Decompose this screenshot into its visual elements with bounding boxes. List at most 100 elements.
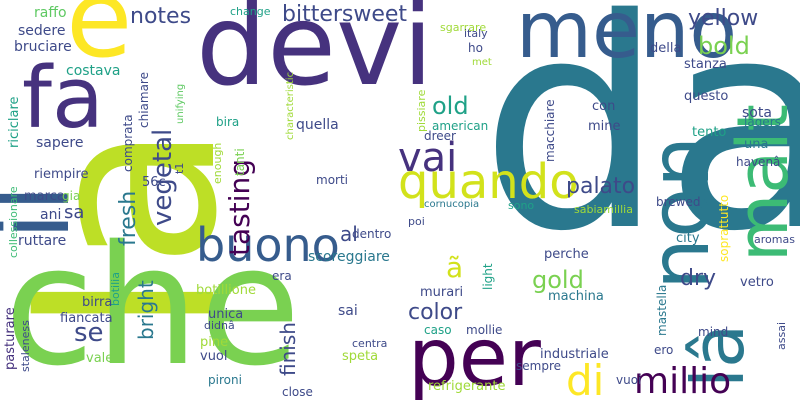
cloud-word: notes xyxy=(130,4,192,29)
cloud-word: devi xyxy=(196,0,434,111)
cloud-word: marca xyxy=(24,189,65,204)
cloud-word: scoreggiare xyxy=(308,249,390,265)
cloud-word: raffo xyxy=(34,5,67,21)
cloud-word: gold xyxy=(532,266,584,294)
cloud-word: unifying xyxy=(175,83,186,124)
cloud-word: ero xyxy=(654,343,674,357)
cloud-word: cornucopia xyxy=(424,199,480,210)
cloud-word: tanti xyxy=(233,148,247,176)
cloud-word: bruciare xyxy=(14,39,72,55)
cloud-word: sota xyxy=(742,105,772,121)
cloud-word: costava xyxy=(66,63,121,79)
cloud-word: caso xyxy=(424,323,452,337)
cloud-word: morti xyxy=(316,173,349,187)
cloud-word: lagers xyxy=(744,115,781,129)
cloud-word: refrigerante xyxy=(428,379,506,394)
cloud-word: millio xyxy=(634,361,732,400)
cloud-word: sono xyxy=(508,199,535,212)
cloud-word: sa xyxy=(64,202,85,223)
cloud-word: macchiare xyxy=(543,99,557,162)
cloud-word: vetro xyxy=(740,275,774,290)
cloud-word: italy xyxy=(464,27,488,40)
cloud-word: meno xyxy=(516,0,738,76)
cloud-word: era xyxy=(272,269,292,283)
cloud-word: quella xyxy=(296,117,339,133)
cloud-word: t1 xyxy=(173,162,186,174)
cloud-word: havenâ xyxy=(736,155,781,169)
cloud-word: assai xyxy=(775,322,788,350)
cloud-word: con xyxy=(592,99,616,114)
cloud-word: al xyxy=(340,222,358,246)
cloud-word: di xyxy=(566,356,605,400)
cloud-word: una xyxy=(744,137,769,152)
cloud-word: city xyxy=(676,231,700,246)
cloud-word: dreer xyxy=(424,129,456,143)
cloud-word: sai xyxy=(338,303,358,319)
cloud-word: pasturare xyxy=(3,307,18,370)
cloud-word: characteristic xyxy=(285,71,296,140)
cloud-word: mine xyxy=(588,119,621,134)
cloud-word: centra xyxy=(352,337,388,350)
cloud-word: american xyxy=(432,119,489,133)
cloud-word: bittersweet xyxy=(282,2,408,27)
cloud-word: aromas xyxy=(754,233,795,246)
cloud-word: mastella xyxy=(655,284,669,336)
cloud-word: da xyxy=(480,0,800,295)
cloud-word: birra xyxy=(82,295,113,310)
cloud-word: dentro xyxy=(352,227,392,241)
cloud-word: finish xyxy=(276,322,300,376)
cloud-word: perche xyxy=(544,247,589,262)
cloud-word: sapere xyxy=(36,135,84,151)
cloud-word: che xyxy=(4,210,301,400)
cloud-word: machina xyxy=(548,289,604,304)
cloud-word: quando xyxy=(398,154,579,210)
cloud-word: botillione xyxy=(196,283,256,298)
cloud-word: ani xyxy=(40,207,62,223)
cloud-word: fresh xyxy=(116,190,141,246)
cloud-word: riciclare xyxy=(7,96,22,149)
cloud-word: buono xyxy=(196,218,340,272)
cloud-word: mollie xyxy=(466,323,503,337)
cloud-word: met xyxy=(472,57,492,68)
cloud-word: tento xyxy=(692,125,727,140)
cloud-word: industriale xyxy=(540,347,609,362)
cloud-word: ho xyxy=(468,41,483,55)
cloud-word: unica xyxy=(208,307,244,322)
cloud-word: bright xyxy=(134,280,158,340)
cloud-word: fa xyxy=(22,49,105,148)
cloud-word: vuoi xyxy=(616,373,642,387)
cloud-word: questo xyxy=(684,89,729,104)
cloud-word: soprattutto xyxy=(717,194,731,262)
cloud-word: fiancata xyxy=(60,311,113,326)
cloud-word: della xyxy=(650,41,682,56)
cloud-word: sedere xyxy=(18,23,66,39)
cloud-word: pironi xyxy=(208,373,242,387)
cloud-word: stanza xyxy=(684,57,727,72)
cloud-word: e xyxy=(66,0,133,82)
cloud-word: didnâ xyxy=(204,319,235,332)
cloud-word: ã xyxy=(446,251,464,284)
cloud-word: color xyxy=(408,300,463,325)
cloud-word: gia xyxy=(62,189,81,203)
cloud-word: chiamare xyxy=(137,72,151,128)
cloud-word: vale xyxy=(86,351,114,366)
cloud-word: palato xyxy=(566,174,636,199)
cloud-word: staleness xyxy=(19,320,32,372)
cloud-word: speta xyxy=(342,349,379,364)
cloud-word: se xyxy=(74,318,104,348)
cloud-word: light xyxy=(481,263,495,290)
cloud-word: brewed xyxy=(656,195,701,209)
cloud-word: bold xyxy=(698,32,750,60)
cloud-word: poi xyxy=(408,215,425,228)
cloud-word: bira xyxy=(216,115,240,129)
cloud-word: yellow xyxy=(688,6,759,31)
cloud-word: sgarrare xyxy=(440,21,487,34)
cloud-word: sempre xyxy=(516,359,561,373)
cloud-word: enough xyxy=(211,142,224,184)
cloud-word: comprata xyxy=(121,114,135,172)
cloud-word: dry xyxy=(680,266,717,291)
cloud-word: pissiare xyxy=(415,89,428,132)
cloud-word: close xyxy=(282,385,313,399)
cloud-word: vuol xyxy=(200,349,228,364)
